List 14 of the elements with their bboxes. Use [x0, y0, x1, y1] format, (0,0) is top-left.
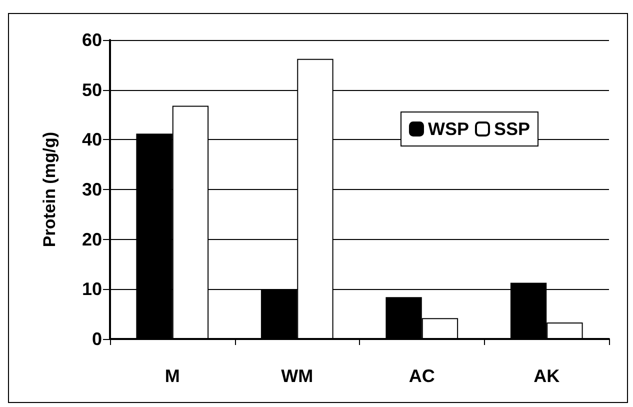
- y-tick-label: 60: [82, 30, 102, 50]
- y-tick-label: 10: [82, 279, 102, 300]
- x-tick-label: M: [164, 366, 180, 386]
- y-tick-label: 0: [92, 329, 102, 349]
- x-tick-label: AC: [408, 366, 435, 386]
- y-axis-title: Protein (mg/g): [40, 132, 59, 248]
- y-tick-label: 20: [82, 229, 102, 250]
- x-tick-label: AK: [534, 366, 560, 386]
- y-tick-label: 30: [82, 180, 102, 200]
- legend-label: WSP: [428, 119, 469, 139]
- y-tick-label: 40: [82, 130, 102, 150]
- legend-label: SSP: [494, 119, 530, 139]
- y-tick-label: 50: [82, 80, 102, 100]
- x-tick-label: WM: [281, 366, 314, 386]
